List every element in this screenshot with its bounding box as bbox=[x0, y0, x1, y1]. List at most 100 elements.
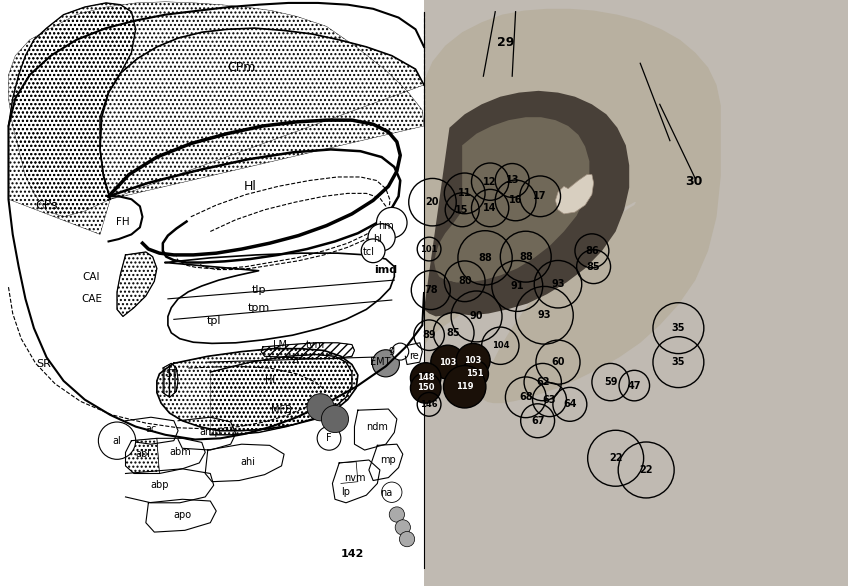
Text: 67: 67 bbox=[531, 415, 544, 426]
Text: 93: 93 bbox=[551, 279, 565, 289]
Circle shape bbox=[456, 343, 490, 377]
Text: 14: 14 bbox=[483, 203, 497, 213]
Text: 13: 13 bbox=[505, 175, 519, 186]
Text: 64: 64 bbox=[563, 399, 577, 410]
Circle shape bbox=[372, 350, 399, 377]
Circle shape bbox=[431, 345, 465, 379]
Circle shape bbox=[361, 239, 385, 263]
Text: 80: 80 bbox=[458, 276, 471, 287]
Text: 86: 86 bbox=[585, 246, 599, 256]
Text: CPm: CPm bbox=[227, 61, 256, 74]
Text: na: na bbox=[380, 488, 392, 499]
Text: abp: abp bbox=[150, 480, 169, 490]
Circle shape bbox=[444, 366, 486, 408]
Text: LM: LM bbox=[273, 339, 287, 350]
Text: 59: 59 bbox=[604, 377, 617, 387]
Text: hl: hl bbox=[373, 234, 382, 244]
Text: 15: 15 bbox=[455, 205, 469, 215]
Text: 101: 101 bbox=[421, 244, 438, 254]
Text: lp: lp bbox=[342, 487, 350, 498]
Text: 142: 142 bbox=[340, 548, 364, 559]
Text: 12: 12 bbox=[483, 176, 497, 187]
Text: 16: 16 bbox=[509, 195, 522, 206]
Text: imd: imd bbox=[374, 264, 398, 275]
Text: CAl: CAl bbox=[83, 271, 100, 282]
Text: 35: 35 bbox=[672, 323, 685, 333]
Text: 104: 104 bbox=[492, 341, 509, 350]
Text: 85: 85 bbox=[587, 261, 600, 272]
Text: 29: 29 bbox=[497, 36, 514, 49]
Text: ahi: ahi bbox=[240, 456, 255, 467]
Circle shape bbox=[382, 482, 402, 502]
Text: tvm: tvm bbox=[306, 339, 325, 350]
Text: 150: 150 bbox=[417, 383, 434, 393]
Text: 63: 63 bbox=[543, 394, 556, 405]
Circle shape bbox=[307, 394, 334, 421]
Text: MFB: MFB bbox=[271, 405, 292, 415]
Text: hm: hm bbox=[378, 220, 393, 231]
Circle shape bbox=[399, 532, 415, 547]
Text: 22: 22 bbox=[639, 465, 653, 475]
Text: al: al bbox=[113, 435, 121, 446]
Text: 30: 30 bbox=[685, 175, 702, 188]
Text: abm: abm bbox=[169, 447, 191, 458]
Circle shape bbox=[321, 406, 349, 432]
Circle shape bbox=[410, 373, 441, 403]
Polygon shape bbox=[434, 117, 589, 282]
Text: CAE: CAE bbox=[81, 294, 102, 304]
Text: tlp: tlp bbox=[251, 285, 266, 295]
Text: nvm: nvm bbox=[343, 472, 365, 483]
Text: 68: 68 bbox=[519, 392, 533, 403]
Polygon shape bbox=[424, 9, 721, 403]
Circle shape bbox=[410, 363, 441, 393]
Text: SR: SR bbox=[36, 359, 52, 370]
Text: 103: 103 bbox=[465, 356, 482, 365]
Text: 91: 91 bbox=[510, 281, 524, 291]
Circle shape bbox=[395, 520, 410, 535]
Text: FH: FH bbox=[116, 216, 130, 227]
Circle shape bbox=[98, 422, 136, 459]
Text: 35: 35 bbox=[672, 357, 685, 367]
Text: CPs: CPs bbox=[36, 199, 58, 212]
Text: Hl: Hl bbox=[265, 374, 275, 385]
Circle shape bbox=[317, 427, 341, 450]
Bar bbox=[0, 0, 424, 586]
Circle shape bbox=[368, 224, 395, 251]
Text: apo: apo bbox=[173, 509, 192, 520]
Text: 151: 151 bbox=[466, 369, 483, 379]
Text: abl: abl bbox=[135, 449, 150, 459]
Text: 11: 11 bbox=[458, 188, 471, 199]
Text: 148: 148 bbox=[417, 373, 434, 383]
Text: ac: ac bbox=[145, 424, 157, 434]
Circle shape bbox=[461, 360, 488, 387]
Text: 88: 88 bbox=[478, 253, 492, 263]
Text: 146: 146 bbox=[421, 400, 438, 409]
Text: tpm: tpm bbox=[248, 302, 270, 313]
Text: 88: 88 bbox=[519, 251, 533, 262]
Text: tcl: tcl bbox=[363, 247, 375, 257]
Text: Hl: Hl bbox=[243, 180, 257, 193]
Polygon shape bbox=[424, 91, 629, 316]
Text: 103: 103 bbox=[439, 357, 456, 367]
Text: 93: 93 bbox=[538, 310, 551, 321]
Text: EMT: EMT bbox=[370, 357, 390, 367]
Text: g: g bbox=[388, 345, 395, 356]
Text: re: re bbox=[409, 351, 419, 362]
Text: 90: 90 bbox=[470, 311, 483, 322]
Text: 62: 62 bbox=[536, 377, 550, 387]
Text: 85: 85 bbox=[447, 328, 460, 338]
Text: 78: 78 bbox=[424, 285, 438, 295]
Text: amp: amp bbox=[199, 427, 221, 438]
Text: mp: mp bbox=[381, 455, 396, 465]
Bar bbox=[424, 0, 848, 586]
Text: ndm: ndm bbox=[366, 421, 388, 432]
Text: 89: 89 bbox=[422, 330, 436, 340]
Text: F: F bbox=[326, 433, 332, 444]
Text: 22: 22 bbox=[609, 453, 622, 464]
Polygon shape bbox=[555, 175, 594, 214]
Text: zi: zi bbox=[291, 355, 299, 366]
Text: tpl: tpl bbox=[206, 316, 221, 326]
Text: ST: ST bbox=[165, 369, 177, 379]
Text: 47: 47 bbox=[628, 380, 641, 391]
Text: 20: 20 bbox=[426, 197, 439, 207]
